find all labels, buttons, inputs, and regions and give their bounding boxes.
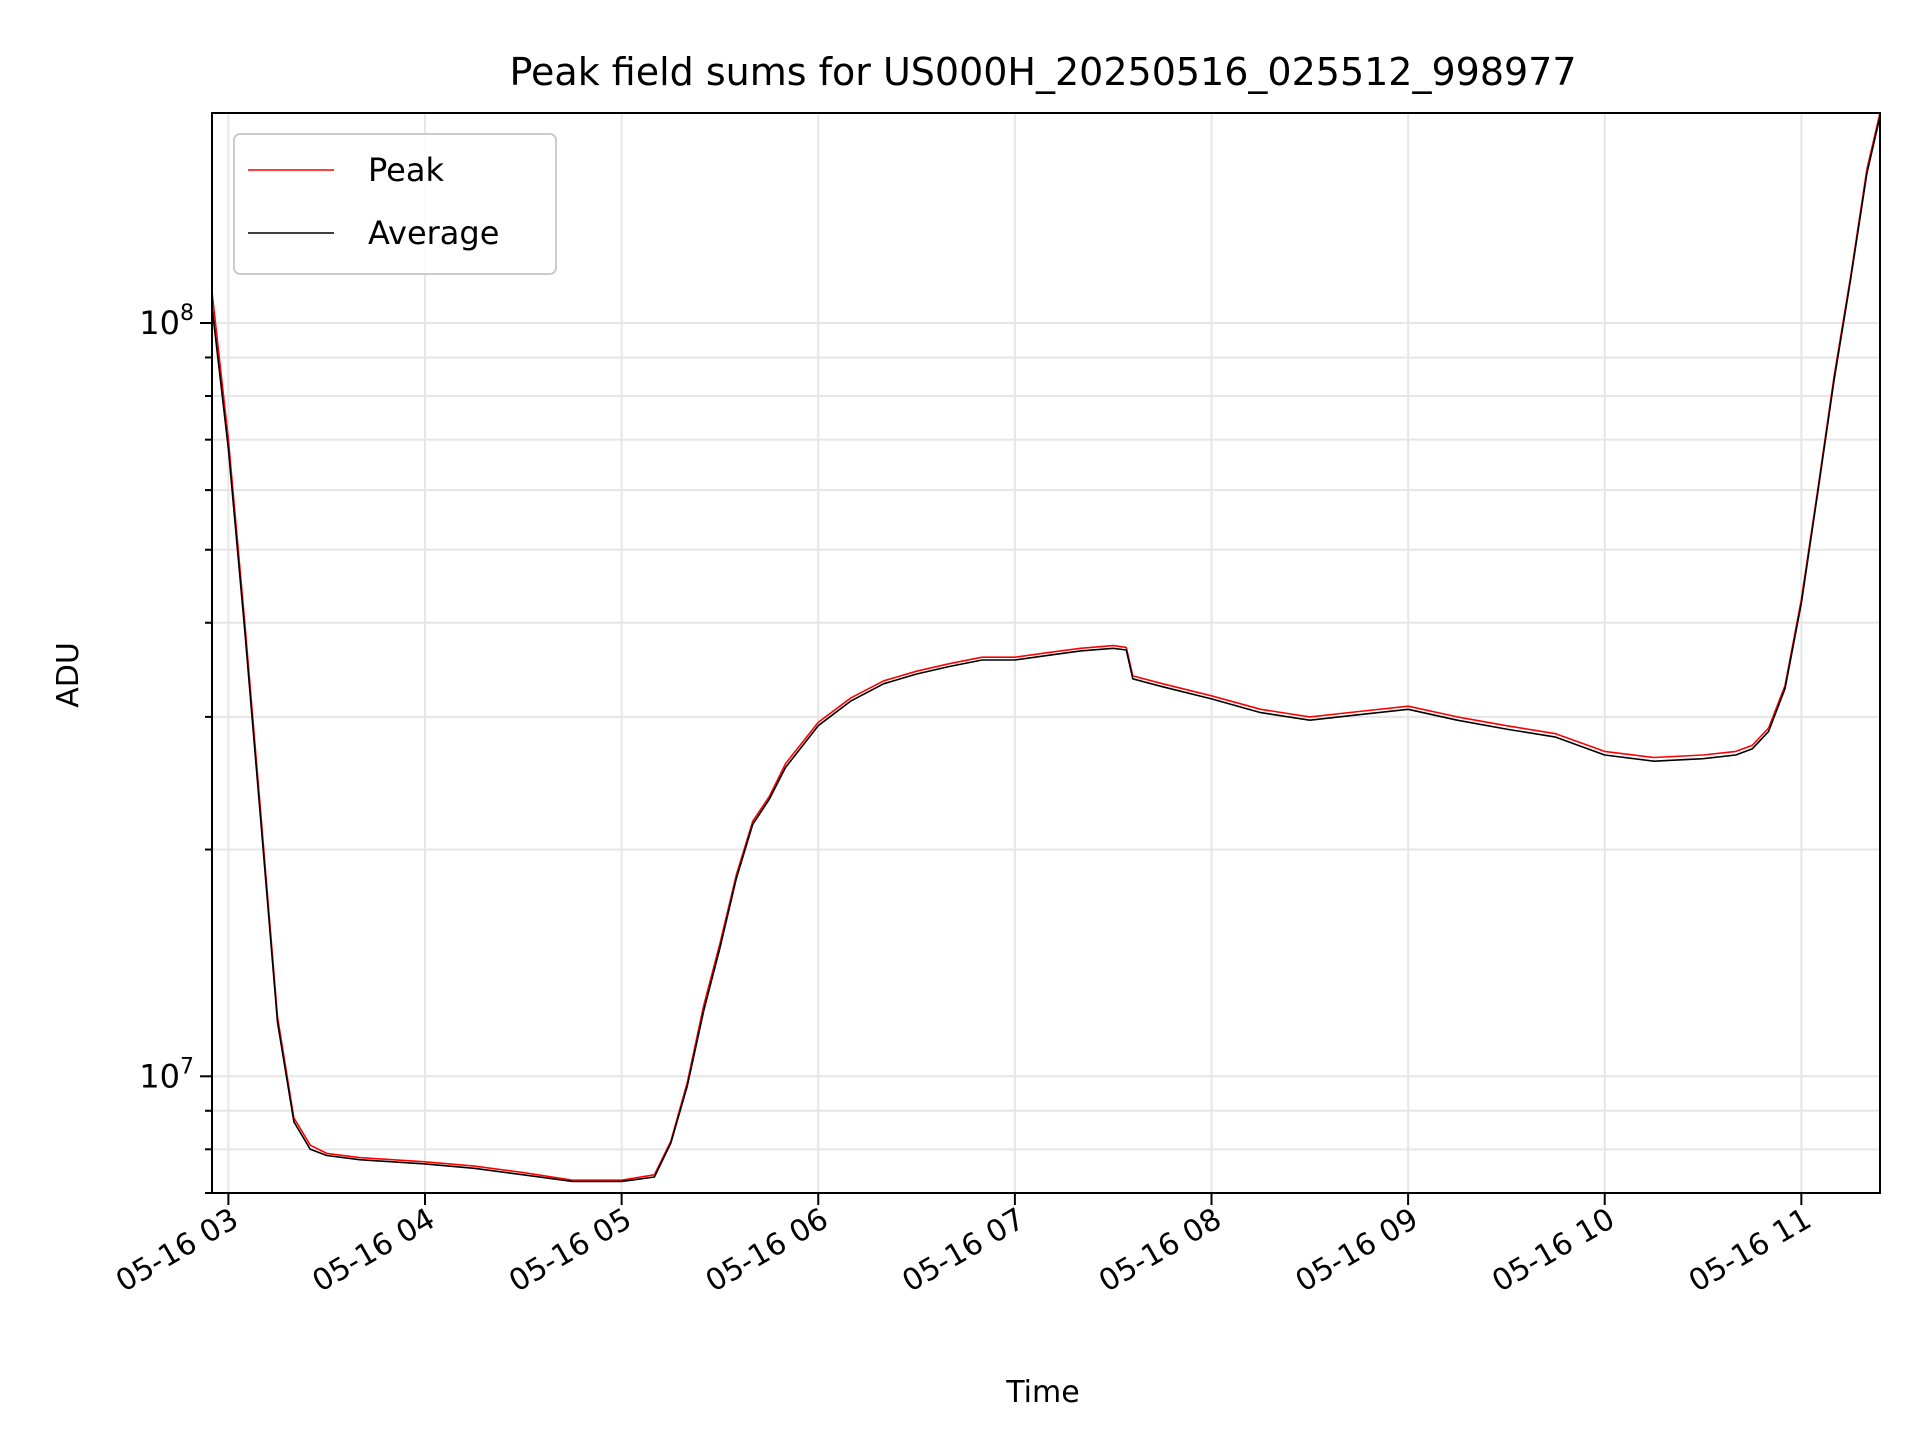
grid [212,113,1880,1194]
chart-title: Peak field sums for US000H_20250516_0255… [509,50,1576,94]
series-line-average [211,116,1881,1183]
series-layer [211,112,1881,1183]
x-axis-label: Time [1005,1375,1079,1410]
legend-box [233,133,557,275]
x-tick-label: 05-16 06 [700,1202,834,1300]
plot-frame [211,112,1881,1194]
legend-label-peak: Peak [368,151,444,189]
y-axis: 107 108 [139,301,212,1194]
legend: Peak Average [233,133,557,275]
x-tick-label: 05-16 10 [1486,1202,1620,1300]
x-tick-label: 05-16 09 [1290,1202,1424,1300]
y-tick-label: 107 [139,1054,194,1095]
x-tick-label: 05-16 04 [307,1202,441,1300]
x-tick-label: 05-16 07 [897,1202,1031,1300]
x-tick-label: 05-16 08 [1093,1202,1227,1300]
series-line-peak [211,112,1881,1181]
x-axis: 05-16 03 05-16 04 05-16 05 05-16 06 05-16 07… [110,1193,1817,1299]
legend-label-average: Average [368,214,499,252]
x-tick-label: 05-16 05 [503,1202,637,1300]
y-axis-label: ADU [51,642,86,708]
x-tick-label: 05-16 03 [110,1202,244,1300]
x-tick-label: 05-16 11 [1683,1202,1817,1300]
y-tick-label: 108 [139,301,194,342]
